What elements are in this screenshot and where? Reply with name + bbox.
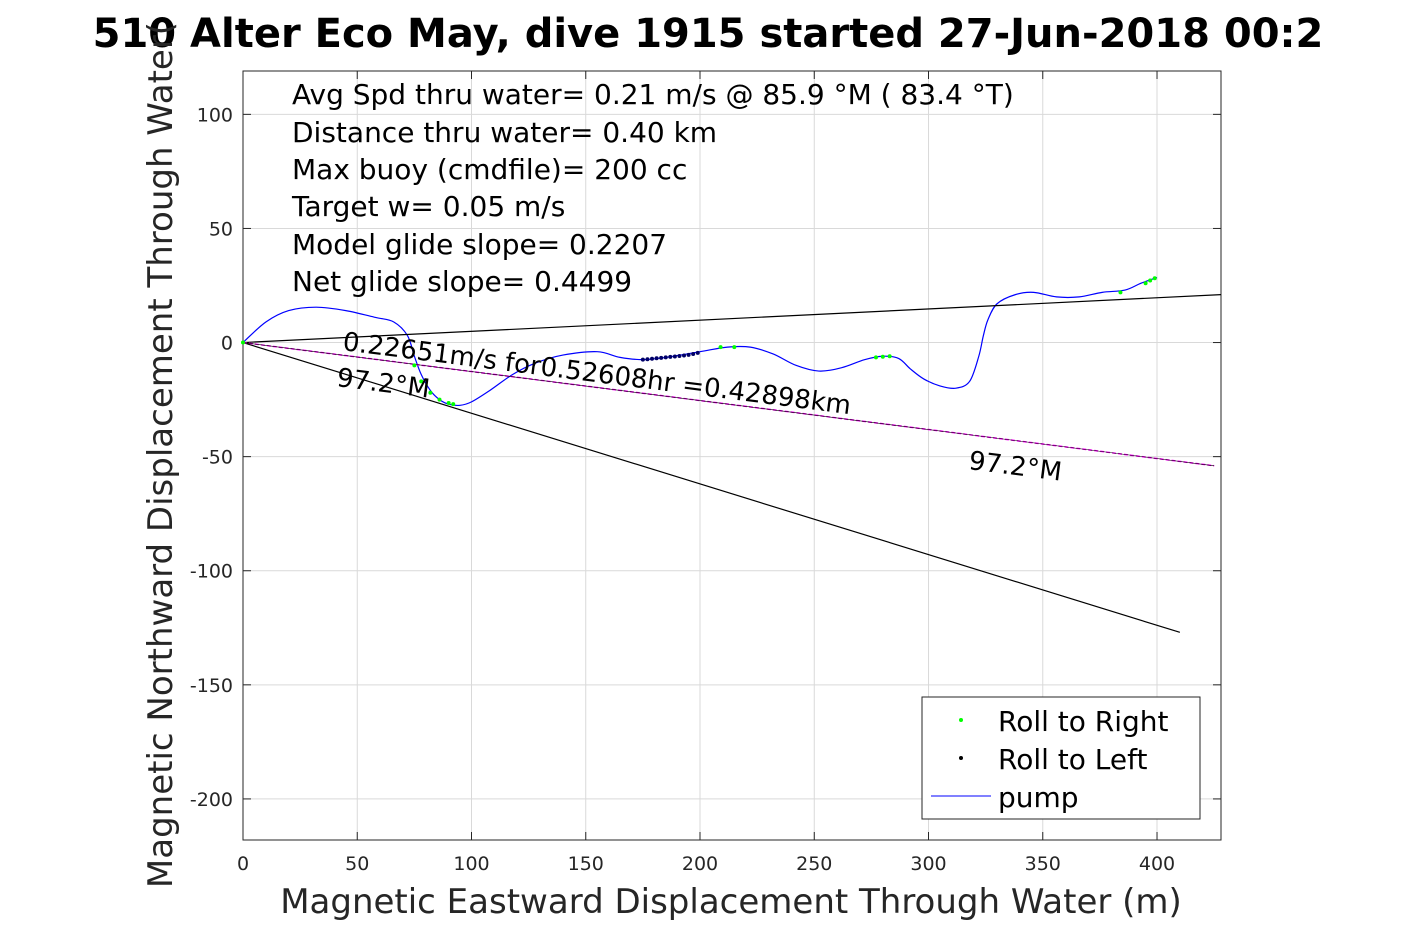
annotation-target-w: Target w= 0.05 m/s	[291, 190, 565, 223]
x-tick-label: 200	[682, 853, 718, 875]
legend-box	[921, 696, 1201, 820]
roll-right-point	[1148, 278, 1153, 283]
annotation-avg-speed: Avg Spd thru water= 0.21 m/s @ 85.9 °M (…	[292, 78, 1014, 111]
roll-left-point	[659, 355, 664, 360]
y-axis-label: Magnetic Northward Displacement Through …	[141, 22, 181, 888]
y-tick-label: -150	[190, 675, 233, 697]
reference-line	[242, 294, 1222, 344]
annotation-model-glide: Model glide slope= 0.2207	[292, 228, 667, 261]
annotation-net-glide: Net glide slope= 0.4499	[292, 265, 632, 298]
y-tick-label: -100	[190, 561, 233, 583]
annotation-distance: Distance thru water= 0.40 km	[292, 116, 717, 149]
legend-label-roll-right: Roll to Right	[998, 705, 1169, 738]
x-tick-label: 400	[1139, 853, 1175, 875]
roll-right-point	[241, 340, 245, 345]
legend-marker-roll-right	[959, 718, 963, 722]
y-tick-label: 100	[197, 104, 233, 126]
roll-right-point	[451, 402, 456, 407]
plot-area-frame	[242, 70, 1222, 841]
annotation-block: Avg Spd thru water= 0.21 m/s @ 85.9 °M (…	[291, 78, 1014, 298]
x-tick-label: 50	[345, 853, 369, 875]
y-tick-label: 50	[209, 218, 233, 240]
roll-right-point	[412, 363, 417, 368]
roll-right-point	[732, 345, 737, 350]
y-tick-label: -200	[190, 789, 233, 811]
x-axis-label: Magnetic Eastward Displacement Through W…	[280, 882, 1182, 922]
roll-left-point	[640, 357, 645, 362]
grid	[242, 71, 1221, 840]
x-tick-label: 150	[568, 853, 604, 875]
roll-left-point	[682, 353, 687, 358]
reference-line	[242, 341, 1181, 633]
roll-right-point	[1118, 290, 1123, 295]
legend-marker-roll-left	[959, 756, 963, 760]
roll-right-point	[428, 390, 433, 395]
annotation-max-buoy: Max buoy (cmdfile)= 200 cc	[292, 153, 687, 186]
x-tick-label: 300	[910, 853, 946, 875]
pump-path-line	[242, 276, 1158, 407]
roll-left-point	[654, 356, 659, 361]
roll-right-point	[873, 355, 878, 360]
roll-left-point	[668, 354, 673, 359]
roll-right-point	[718, 345, 723, 350]
y-tick-label: 0	[221, 333, 233, 355]
x-tick-label: 350	[1025, 853, 1061, 875]
legend-label-pump: pump	[998, 781, 1079, 814]
chart-title: 510 Alter Eco May, dive 1915 started 27-…	[93, 11, 1324, 57]
roll-right-point	[419, 379, 424, 384]
roll-right-point	[887, 354, 892, 359]
roll-left-point	[663, 355, 668, 360]
roll-right-point	[1152, 276, 1157, 281]
roll-right-point	[446, 401, 451, 406]
roll-right-point	[880, 354, 885, 359]
legend: Roll to Right Roll to Left pump	[921, 696, 1201, 820]
axis-ticks: 0 50 100 150 200 250 300 350 400 100 50 0 -50 -100 -15…	[190, 71, 1221, 875]
x-tick-label: 250	[796, 853, 832, 875]
roll-left-point	[672, 354, 677, 359]
data-lines	[242, 276, 1222, 633]
heading-line-core	[242, 342, 1215, 467]
roll-right-point	[437, 397, 442, 402]
x-tick-label: 0	[237, 853, 249, 875]
roll-right-point	[1143, 281, 1148, 286]
roll-left-point	[695, 350, 700, 355]
roll-left-point	[645, 357, 650, 362]
y-tick-label: -50	[202, 447, 233, 469]
roll-left-point	[691, 351, 696, 356]
x-tick-label: 100	[453, 853, 489, 875]
roll-left-point	[677, 354, 682, 359]
roll-left-point	[686, 352, 691, 357]
roll-left-point	[650, 356, 655, 361]
legend-label-roll-left: Roll to Left	[998, 743, 1147, 776]
data-points	[241, 276, 1157, 407]
